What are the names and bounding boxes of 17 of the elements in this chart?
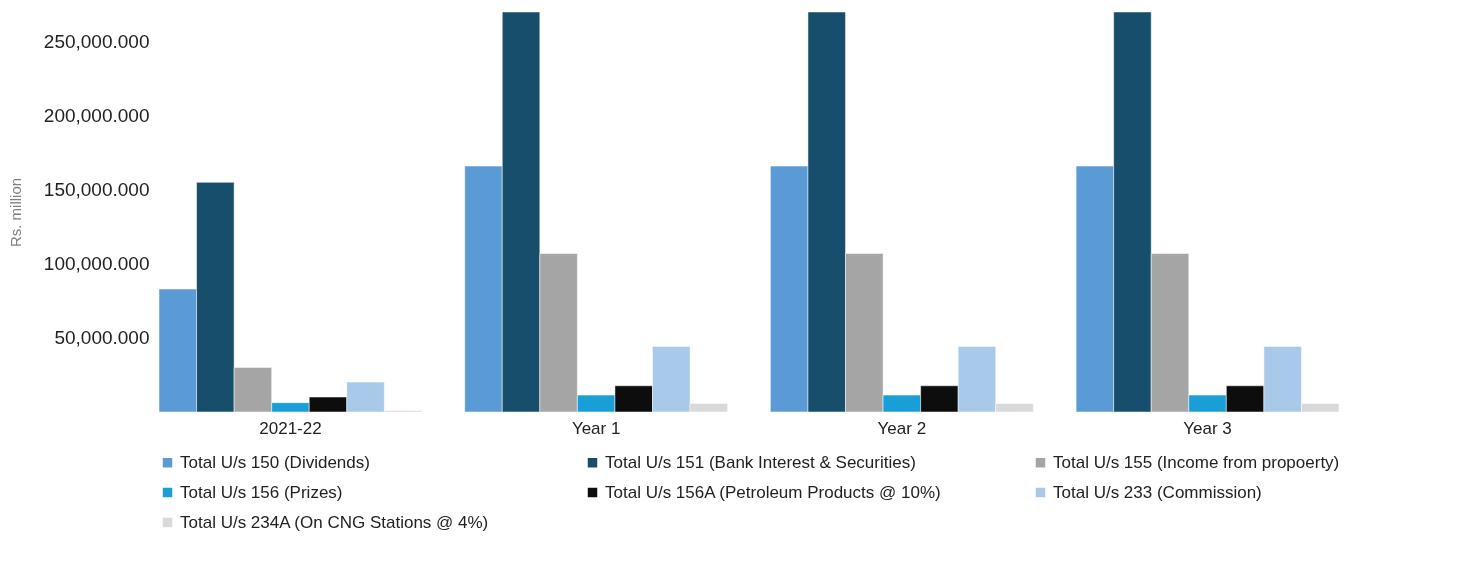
y-tick-label: 50,000.000 [54,327,150,349]
y-tick-label: 200,000.000 [43,105,150,127]
x-tick-label: Year 2 [877,418,927,438]
y-tick-label: 100,000.000 [43,253,150,275]
x-tick-label: Year 1 [571,418,621,438]
legend-label: Total U/s 156A (Petroleum Products @ 10%) [605,482,941,502]
y-axis-title: Rs. million [6,177,24,248]
legend-label: Total U/s 156 (Prizes) [180,482,343,502]
x-tick-label: Year 3 [1183,418,1232,438]
y-tick-label: 250,000.000 [43,31,150,53]
legend-label: Total U/s 155 (Income from propoerty) [1053,452,1340,472]
x-tick-label: 2021-22 [259,418,322,438]
y-tick-label: 150,000.000 [43,179,150,201]
legend-label: Total U/s 150 (Dividends) [180,452,370,472]
legend-label: Total U/s 233 (Commission) [1053,482,1262,502]
legend-label: Total U/s 234A (On CNG Stations @ 4%) [180,512,489,532]
legend-label: Total U/s 151 (Bank Interest & Securities) [605,452,916,472]
